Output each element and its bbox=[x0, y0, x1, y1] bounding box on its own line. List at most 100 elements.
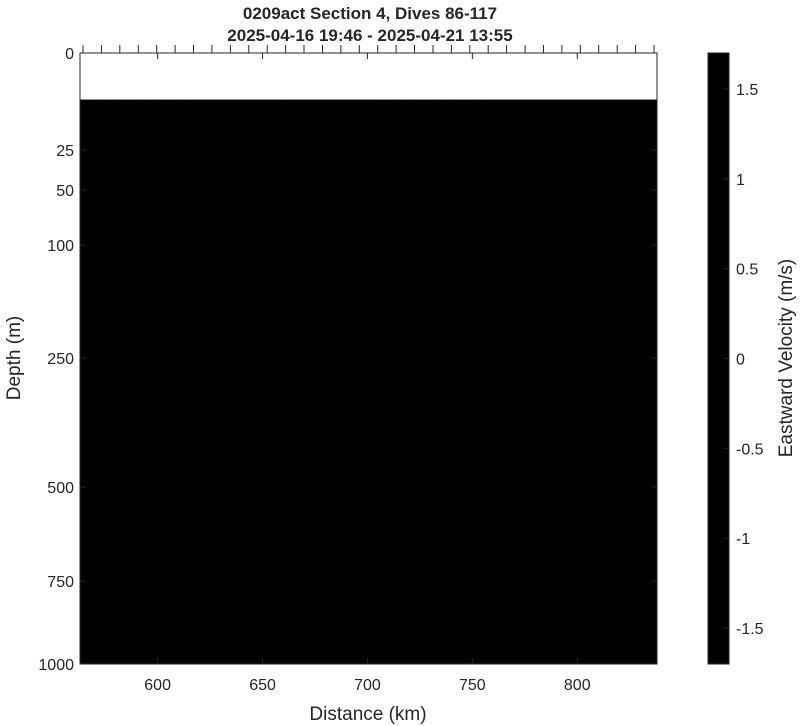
heatmap-cell bbox=[340, 127, 347, 143]
heatmap-cell bbox=[100, 325, 106, 341]
heatmap-cell bbox=[335, 367, 342, 383]
heatmap-cell bbox=[441, 184, 447, 199]
heatmap-cell bbox=[210, 353, 217, 369]
heatmap-cell bbox=[320, 325, 327, 341]
heatmap-cell bbox=[305, 99, 312, 115]
heatmap-cell bbox=[105, 156, 111, 171]
heatmap-cell bbox=[295, 226, 302, 242]
heatmap-cell bbox=[371, 522, 377, 538]
heatmap-cell bbox=[436, 466, 442, 482]
heatmap-cell bbox=[521, 522, 528, 538]
heatmap-cell bbox=[115, 367, 121, 383]
heatmap-cell bbox=[125, 565, 131, 580]
heatmap-cell bbox=[626, 480, 633, 496]
heatmap-cell bbox=[145, 311, 151, 326]
heatmap-cell bbox=[310, 156, 317, 171]
heatmap-cell bbox=[145, 156, 151, 171]
heatmap-cell bbox=[250, 240, 257, 256]
heatmap-cell bbox=[411, 607, 417, 623]
heatmap-cell bbox=[646, 395, 653, 411]
heatmap-cell bbox=[195, 551, 202, 566]
heatmap-cell bbox=[275, 508, 282, 524]
heatmap-cell bbox=[340, 226, 347, 242]
heatmap-cell bbox=[355, 311, 362, 326]
heatmap-cell bbox=[396, 311, 402, 326]
heatmap-cell bbox=[521, 170, 528, 185]
heatmap-cell bbox=[576, 226, 583, 242]
heatmap-cell bbox=[481, 254, 488, 270]
heatmap-cell bbox=[596, 339, 603, 355]
heatmap-cell bbox=[120, 353, 126, 369]
heatmap-cell bbox=[170, 240, 176, 256]
heatmap-cell bbox=[631, 325, 638, 341]
heatmap-cell bbox=[611, 424, 618, 439]
heatmap-cell bbox=[155, 551, 161, 566]
heatmap-cell bbox=[330, 537, 337, 552]
heatmap-cell bbox=[235, 452, 242, 468]
heatmap-cell bbox=[110, 438, 116, 453]
heatmap-cell bbox=[250, 212, 257, 228]
heatmap-cell bbox=[145, 621, 151, 637]
heatmap-cell bbox=[175, 99, 181, 115]
heatmap-cell bbox=[426, 127, 432, 143]
heatmap-cell bbox=[235, 113, 242, 129]
heatmap-cell bbox=[235, 494, 242, 510]
heatmap-cell bbox=[536, 621, 543, 637]
heatmap-cell bbox=[315, 410, 322, 425]
heatmap-cell bbox=[335, 537, 342, 552]
heatmap-cell bbox=[526, 607, 533, 623]
heatmap-cell bbox=[566, 381, 573, 397]
heatmap-cell bbox=[391, 381, 397, 397]
heatmap-cell bbox=[215, 410, 222, 425]
heatmap-cell bbox=[340, 156, 347, 171]
heatmap-cell bbox=[240, 452, 247, 468]
heatmap-cell bbox=[275, 113, 282, 129]
heatmap-cell bbox=[496, 593, 503, 609]
heatmap-cell bbox=[345, 99, 352, 115]
heatmap-cell bbox=[556, 466, 563, 482]
heatmap-cell bbox=[481, 283, 488, 298]
heatmap-cell bbox=[616, 508, 623, 524]
heatmap-cell bbox=[145, 508, 151, 524]
heatmap-cell bbox=[556, 156, 563, 171]
heatmap-cell bbox=[320, 424, 327, 439]
heatmap-cell bbox=[230, 184, 237, 199]
heatmap-cell bbox=[265, 367, 272, 383]
heatmap-cell bbox=[160, 113, 166, 129]
heatmap-cell bbox=[511, 649, 518, 664]
heatmap-cell bbox=[180, 494, 186, 510]
heatmap-cell bbox=[95, 452, 101, 468]
heatmap-cell bbox=[496, 99, 503, 115]
heatmap-cell bbox=[446, 381, 452, 397]
heatmap-cell bbox=[431, 226, 437, 242]
heatmap-cell bbox=[280, 593, 287, 609]
heatmap-cell bbox=[406, 127, 412, 143]
heatmap-cell bbox=[631, 212, 638, 228]
heatmap-cell bbox=[140, 537, 146, 552]
heatmap-cell bbox=[160, 452, 166, 468]
heatmap-cell bbox=[230, 424, 237, 439]
heatmap-cell bbox=[260, 99, 267, 115]
heatmap-cell bbox=[416, 395, 422, 411]
heatmap-cell bbox=[330, 424, 337, 439]
heatmap-cell bbox=[531, 480, 538, 496]
heatmap-cell bbox=[90, 170, 96, 185]
heatmap-cell bbox=[521, 381, 528, 397]
heatmap-cell bbox=[150, 99, 156, 115]
heatmap-cell bbox=[245, 141, 252, 157]
heatmap-cell bbox=[571, 565, 578, 580]
heatmap-cell bbox=[591, 353, 598, 369]
heatmap-cell bbox=[411, 311, 417, 326]
heatmap-cell bbox=[461, 565, 467, 580]
heatmap-cell bbox=[260, 254, 267, 270]
heatmap-cell bbox=[621, 593, 628, 609]
heatmap-cell bbox=[651, 607, 657, 623]
heatmap-cell bbox=[591, 325, 598, 341]
heatmap-cell bbox=[305, 537, 312, 552]
heatmap-cell bbox=[200, 283, 207, 298]
heatmap-cell bbox=[280, 551, 287, 566]
heatmap-cell bbox=[631, 113, 638, 129]
heatmap-cell bbox=[651, 141, 657, 157]
heatmap-cell bbox=[616, 141, 623, 157]
heatmap-cell bbox=[391, 635, 397, 651]
